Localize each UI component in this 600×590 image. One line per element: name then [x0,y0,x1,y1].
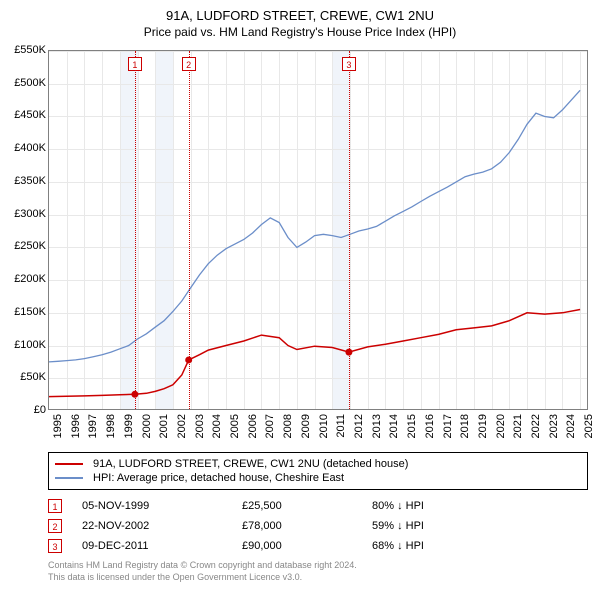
sales-date: 22-NOV-2002 [82,520,242,532]
x-axis-label: 2006 [247,414,259,438]
x-axis-label: 2023 [548,414,560,438]
sales-marker-icon: 3 [48,539,62,553]
sales-table: 1 05-NOV-1999£25,50080% ↓ HPI 2 22-NOV-2002… [48,496,472,556]
sales-date: 09-DEC-2011 [82,540,242,552]
sale-marker-box: 1 [128,57,142,71]
x-axis-label: 2015 [406,414,418,438]
x-axis-label: 2019 [477,414,489,438]
legend-label: HPI: Average price, detached house, Ches… [93,472,344,484]
y-axis-label: £300K [1,208,46,220]
y-axis-label: £350K [1,175,46,187]
sale-marker-line [349,51,350,409]
legend-swatch [55,463,83,465]
sales-row: 1 05-NOV-1999£25,50080% ↓ HPI [48,496,472,516]
x-axis-label: 2020 [495,414,507,438]
y-axis-label: £200K [1,273,46,285]
x-axis-label: 2016 [424,414,436,438]
chart-subtitle: Price paid vs. HM Land Registry's House … [0,23,600,45]
series-property [49,310,580,397]
x-axis-label: 2001 [158,414,170,438]
sales-pct: 80% ↓ HPI [372,500,472,512]
x-axis-label: 2013 [371,414,383,438]
x-axis-label: 2025 [583,414,595,438]
x-axis-label: 2017 [442,414,454,438]
y-axis-label: £400K [1,142,46,154]
y-axis-label: £150K [1,306,46,318]
x-axis-label: 2000 [141,414,153,438]
x-axis-label: 1995 [52,414,64,438]
x-axis-label: 2018 [459,414,471,438]
x-axis-label: 1997 [87,414,99,438]
x-axis-label: 2024 [565,414,577,438]
legend: 91A, LUDFORD STREET, CREWE, CW1 2NU (det… [48,452,588,490]
x-axis-label: 2009 [300,414,312,438]
x-axis-label: 2008 [282,414,294,438]
x-axis-label: 2012 [353,414,365,438]
sale-marker-line [135,51,136,409]
x-axis-label: 1998 [105,414,117,438]
y-axis-label: £250K [1,240,46,252]
x-axis-label: 1999 [123,414,135,438]
legend-row: HPI: Average price, detached house, Ches… [55,471,581,485]
chart-title: 91A, LUDFORD STREET, CREWE, CW1 2NU [0,0,600,23]
footer-line: Contains HM Land Registry data © Crown c… [48,560,357,572]
x-axis-label: 2011 [335,414,347,438]
sales-price: £90,000 [242,540,372,552]
sales-date: 05-NOV-1999 [82,500,242,512]
sale-marker-box: 3 [342,57,356,71]
sale-marker-box: 2 [182,57,196,71]
y-axis-label: £500K [1,77,46,89]
sales-pct: 59% ↓ HPI [372,520,472,532]
footer-line: This data is licensed under the Open Gov… [48,572,357,584]
sales-pct: 68% ↓ HPI [372,540,472,552]
chart-plot-area: 1 2 3 [48,50,588,410]
sales-row: 2 22-NOV-2002£78,00059% ↓ HPI [48,516,472,536]
x-axis-label: 2022 [530,414,542,438]
x-axis-label: 2002 [176,414,188,438]
sales-price: £78,000 [242,520,372,532]
series-hpi [49,90,580,362]
y-axis-label: £0 [1,404,46,416]
x-axis-label: 2005 [229,414,241,438]
y-axis-label: £50K [1,371,46,383]
footer-attribution: Contains HM Land Registry data © Crown c… [48,560,357,583]
legend-label: 91A, LUDFORD STREET, CREWE, CW1 2NU (det… [93,458,408,470]
legend-row: 91A, LUDFORD STREET, CREWE, CW1 2NU (det… [55,457,581,471]
x-axis-label: 2010 [318,414,330,438]
sales-marker-icon: 1 [48,499,62,513]
x-axis-label: 1996 [70,414,82,438]
x-axis-label: 2004 [211,414,223,438]
y-axis-label: £100K [1,339,46,351]
x-axis-label: 2021 [512,414,524,438]
x-axis-label: 2014 [388,414,400,438]
legend-swatch [55,477,83,479]
sale-marker-line [189,51,190,409]
sales-row: 3 09-DEC-2011£90,00068% ↓ HPI [48,536,472,556]
y-axis-label: £550K [1,44,46,56]
sales-marker-icon: 2 [48,519,62,533]
sales-price: £25,500 [242,500,372,512]
y-axis-label: £450K [1,109,46,121]
x-axis-label: 2007 [264,414,276,438]
x-axis-label: 2003 [194,414,206,438]
